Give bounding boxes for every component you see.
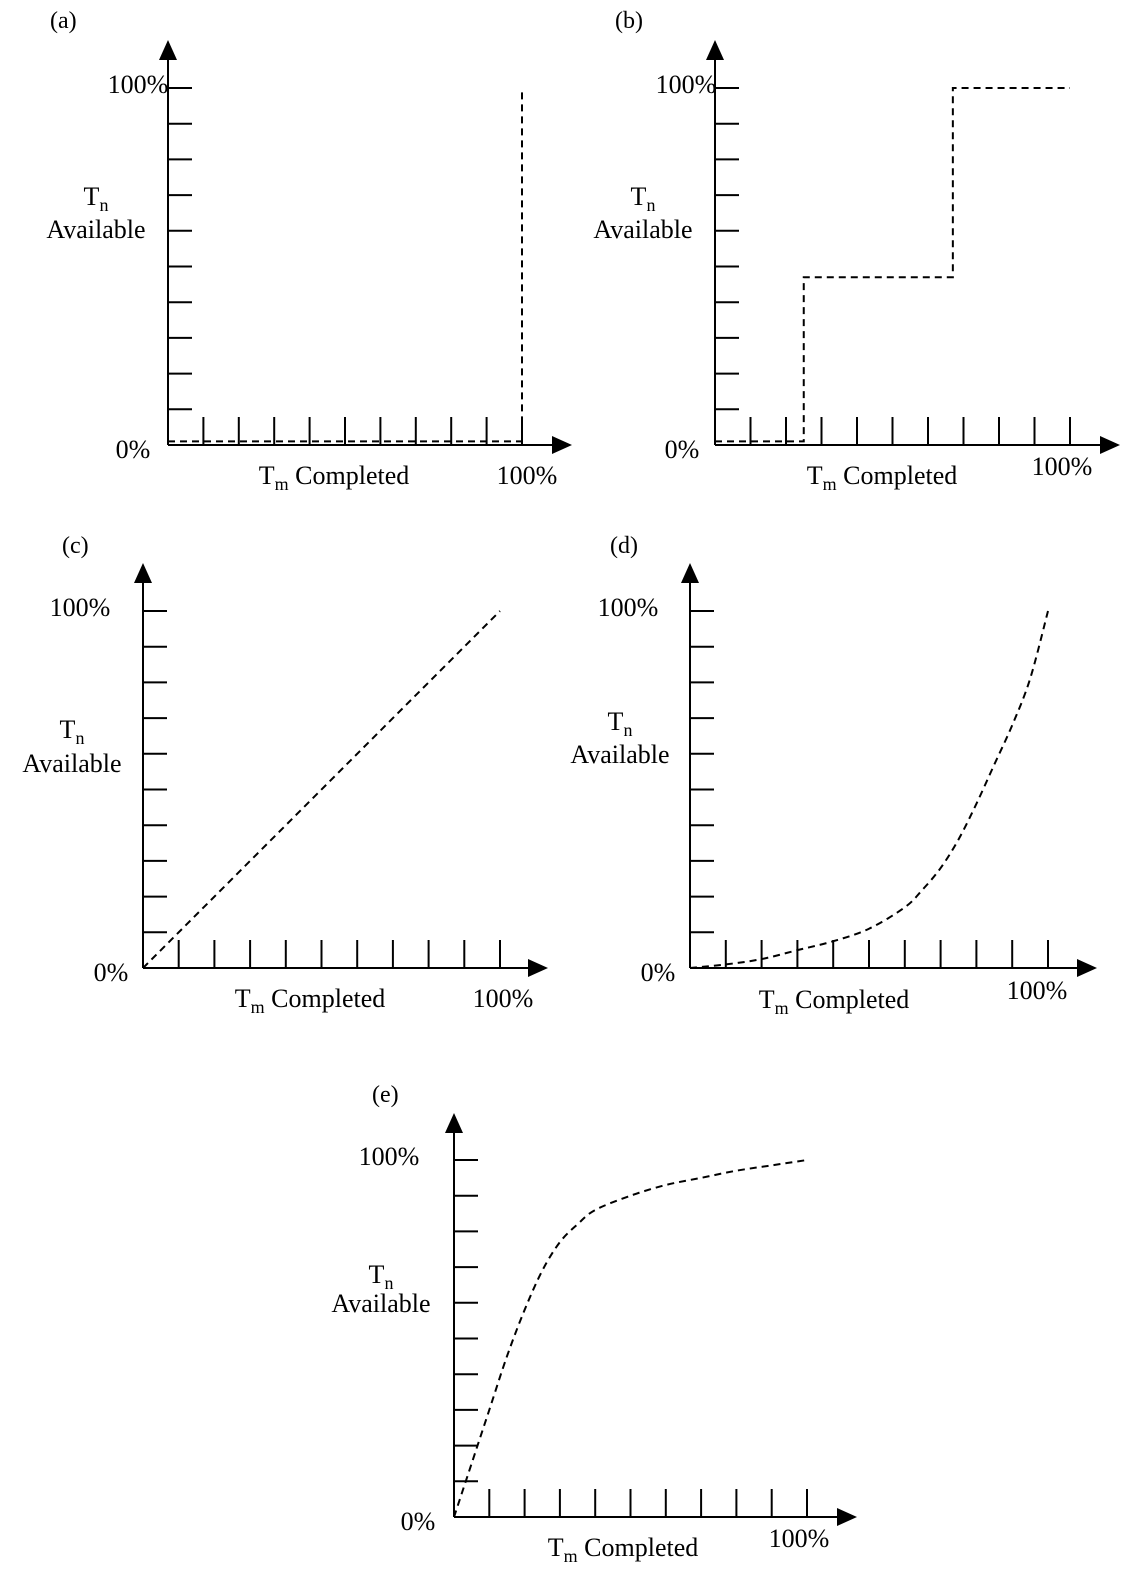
- panel-label: (b): [615, 8, 643, 34]
- x-max-label: 100%: [1032, 452, 1093, 481]
- y-max-label: 100%: [50, 593, 111, 622]
- x-axis-arrow: [552, 436, 572, 454]
- y-axis-label-main: T: [608, 707, 624, 736]
- data-point: [665, 1184, 667, 1186]
- y-min-label: 0%: [94, 958, 129, 987]
- x-axis-label-rest: Completed: [289, 461, 410, 490]
- y-axis-label-sub: n: [646, 195, 655, 215]
- y-axis-label: Tn: [369, 1260, 394, 1293]
- x-axis-label: Tm Completed: [807, 461, 958, 494]
- x-axis-label-rest: Completed: [265, 984, 386, 1013]
- y-max-label: 100%: [598, 593, 659, 622]
- x-axis-label-rest: Completed: [837, 461, 958, 490]
- x-axis-arrow: [528, 959, 548, 977]
- panel-label: (e): [372, 1082, 399, 1108]
- x-axis-arrow: [837, 1508, 857, 1526]
- y-axis-label-main: T: [84, 182, 100, 211]
- x-axis-label-main: T: [259, 461, 275, 490]
- x-axis-label: Tm Completed: [259, 461, 410, 494]
- data-point: [700, 1177, 702, 1179]
- y-axis-label-main: T: [631, 182, 647, 211]
- panel-label: (d): [610, 533, 638, 559]
- y-axis-label: Tn: [60, 715, 85, 748]
- y-axis-label: Tn: [84, 182, 109, 215]
- y-axis-arrow: [134, 563, 152, 583]
- y-axis-label-sub: n: [75, 728, 84, 748]
- x-axis-arrow: [1077, 959, 1097, 977]
- y-axis-label-sub: n: [384, 1273, 393, 1293]
- y-axis-arrow: [445, 1113, 463, 1133]
- y-min-label: 0%: [401, 1507, 436, 1536]
- x-axis-label: Tm Completed: [548, 1533, 699, 1566]
- x-max-label: 100%: [769, 1524, 830, 1553]
- y-axis-label-second: Available: [46, 215, 145, 244]
- x-axis-label-main: T: [548, 1533, 564, 1562]
- x-axis-label-main: T: [759, 985, 775, 1014]
- data-series-line: [689, 610, 1049, 969]
- x-axis-label-main: T: [807, 461, 823, 490]
- y-axis-label-second: Available: [331, 1289, 430, 1318]
- y-axis-arrow: [681, 563, 699, 583]
- x-max-label: 100%: [473, 984, 534, 1013]
- y-axis-label-sub: n: [99, 195, 108, 215]
- y-max-label: 100%: [359, 1142, 420, 1171]
- data-point: [904, 906, 906, 908]
- x-axis-label-sub: m: [275, 474, 289, 494]
- y-axis-label-main: T: [60, 715, 76, 744]
- y-axis-label-second: Available: [22, 749, 121, 778]
- y-axis-label: Tn: [608, 707, 633, 740]
- panel-label: (c): [62, 533, 89, 559]
- x-max-label: 100%: [497, 461, 558, 490]
- y-axis-label: Tn: [631, 182, 656, 215]
- x-max-label: 100%: [1007, 976, 1068, 1005]
- data-point: [521, 87, 523, 89]
- y-min-label: 0%: [641, 958, 676, 987]
- panel-label: (a): [50, 8, 77, 34]
- data-series-line: [168, 88, 523, 443]
- x-axis-label-sub: m: [251, 997, 265, 1017]
- y-axis-label-sub: n: [623, 720, 632, 740]
- x-axis-arrow: [1100, 436, 1120, 454]
- data-point: [541, 1270, 543, 1272]
- data-series-line: [715, 87, 1070, 443]
- x-axis-label-rest: Completed: [578, 1533, 699, 1562]
- x-axis-label-main: T: [235, 984, 251, 1013]
- data-point: [471, 1462, 473, 1464]
- y-max-label: 100%: [656, 70, 717, 99]
- data-point: [630, 1195, 632, 1197]
- data-point: [771, 1164, 773, 1166]
- y-max-label: 100%: [108, 70, 169, 99]
- x-axis-label: Tm Completed: [235, 984, 386, 1017]
- y-axis-arrow: [706, 40, 724, 60]
- x-axis-label-sub: m: [823, 474, 837, 494]
- data-point: [735, 1170, 737, 1172]
- data-series-line: [453, 1159, 808, 1518]
- x-axis-label-rest: Completed: [789, 985, 910, 1014]
- y-min-label: 0%: [116, 435, 151, 464]
- y-axis-label-second: Available: [570, 740, 669, 769]
- x-axis-label-sub: m: [564, 1546, 578, 1566]
- x-axis-label: Tm Completed: [759, 985, 910, 1018]
- y-min-label: 0%: [665, 435, 700, 464]
- x-axis-label-sub: m: [775, 998, 789, 1018]
- data-point: [806, 1159, 808, 1161]
- y-axis-label-second: Available: [593, 215, 692, 244]
- y-axis-label-main: T: [369, 1260, 385, 1289]
- data-point: [577, 1223, 579, 1225]
- data-series-line: [142, 610, 501, 969]
- data-point: [1029, 678, 1031, 680]
- y-axis-arrow: [159, 40, 177, 60]
